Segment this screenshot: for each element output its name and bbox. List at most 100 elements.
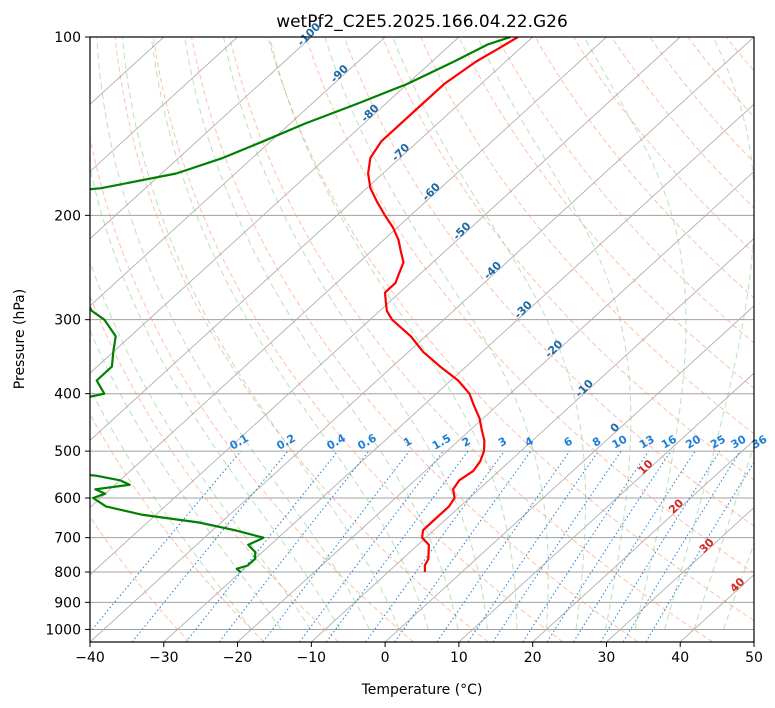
mixing-ratio-label: 1 bbox=[401, 435, 414, 450]
moist-adiabat-line bbox=[121, 37, 400, 630]
dry-adiabat-line bbox=[572, 37, 754, 254]
x-tick-label: 40 bbox=[671, 650, 689, 666]
mixing-ratio-line bbox=[185, 450, 339, 642]
mixing-ratio-label: 8 bbox=[590, 435, 603, 450]
mixing-ratio-line bbox=[467, 450, 599, 642]
dry-adiabat-line bbox=[382, 37, 754, 481]
moist-adiabat-line bbox=[392, 37, 587, 630]
x-tick-label: −40 bbox=[75, 650, 105, 666]
adiabat-label: 10 bbox=[636, 457, 656, 477]
moist-adiabat-line bbox=[477, 37, 632, 630]
isotherm-line bbox=[90, 37, 238, 173]
dewpoint-profile bbox=[90, 37, 511, 573]
x-tick-label: 10 bbox=[450, 650, 468, 666]
x-axis: −40 −30 −20 −10 0 10 20 30 40 50 bbox=[75, 642, 763, 666]
mixing-ratio-line bbox=[492, 450, 622, 642]
dry-adiabat-line bbox=[343, 37, 754, 527]
isotherm-line bbox=[90, 37, 386, 307]
x-tick-label: 50 bbox=[745, 650, 763, 666]
mixing-ratio-line bbox=[546, 450, 672, 642]
mixing-ratio-line bbox=[645, 461, 754, 642]
dry-adiabat-line bbox=[267, 37, 754, 622]
mixing-ratio-line bbox=[262, 450, 410, 642]
y-tick-label: 300 bbox=[54, 313, 81, 329]
dry-adiabat-line bbox=[152, 37, 564, 642]
isotherm-line bbox=[90, 37, 533, 441]
moist-adiabat-line bbox=[223, 37, 488, 630]
adiabat-label: 40 bbox=[727, 575, 747, 595]
dry-adiabat-line bbox=[90, 412, 265, 642]
moist-adiabat-line bbox=[90, 259, 311, 630]
dry-adiabat-line bbox=[305, 37, 754, 574]
y-axis-label: Pressure (hPa) bbox=[12, 289, 28, 389]
temperature-profile bbox=[367, 37, 519, 573]
dry-adiabat-line bbox=[229, 37, 713, 642]
mixing-ratio-label: 0.4 bbox=[324, 431, 348, 452]
adiabat-label: -50 bbox=[450, 219, 473, 242]
moist-adiabat-line bbox=[184, 37, 459, 630]
dry-adiabat-line bbox=[420, 37, 754, 435]
mixing-ratio-line bbox=[90, 450, 242, 633]
isotherm-line bbox=[606, 506, 754, 642]
x-tick-label: −20 bbox=[223, 650, 253, 666]
dry-adiabat-line bbox=[90, 135, 414, 642]
mixing-ratio-line bbox=[218, 450, 370, 642]
adiabat-label: -60 bbox=[420, 180, 443, 203]
adiabat-label: -40 bbox=[481, 259, 504, 282]
mixing-ratio-line bbox=[622, 450, 741, 642]
plot-area bbox=[90, 37, 775, 642]
mixing-ratio-label: 2 bbox=[460, 435, 473, 450]
x-tick-label: 0 bbox=[381, 650, 390, 666]
dry-adiabat-line bbox=[725, 37, 754, 72]
moist-adiabat-line bbox=[96, 37, 370, 630]
y-tick-label: 700 bbox=[54, 531, 81, 547]
x-tick-label: −10 bbox=[297, 650, 327, 666]
mixing-ratio-label: 20 bbox=[683, 432, 703, 451]
y-tick-label: 500 bbox=[54, 444, 81, 460]
mixing-ratio-label: 25 bbox=[708, 433, 728, 452]
dry-adiabat-line bbox=[114, 37, 489, 642]
dry-adiabat-line bbox=[90, 515, 190, 642]
adiabat-label: -10 bbox=[573, 377, 596, 400]
isotherm-line bbox=[753, 641, 754, 642]
y-tick-label: 600 bbox=[54, 491, 81, 507]
mixing-ratio-label: 30 bbox=[729, 432, 749, 451]
x-axis-label: Temperature (°C) bbox=[361, 682, 483, 698]
moist-adiabat-line bbox=[90, 387, 252, 630]
dry-adiabat-line bbox=[191, 37, 639, 642]
dry-adiabat-line bbox=[458, 37, 754, 389]
isotherm-line bbox=[237, 170, 754, 642]
dry-adiabat-line bbox=[764, 37, 775, 642]
chart-title: wetPf2_C2E5.2025.166.04.22.G26 bbox=[276, 12, 568, 32]
isotherm-line bbox=[458, 372, 754, 642]
mixing-ratio-label: 6 bbox=[562, 434, 575, 449]
adiabat-label: -80 bbox=[358, 101, 381, 124]
adiabat-label: -30 bbox=[512, 298, 535, 321]
mixing-ratio-label: 3 bbox=[496, 435, 509, 450]
y-tick-label: 200 bbox=[54, 208, 81, 224]
moist-adiabat-line bbox=[723, 542, 754, 630]
mixing-ratio-line bbox=[131, 450, 289, 642]
isotherm-line bbox=[384, 305, 754, 642]
plot-frame bbox=[89, 36, 755, 643]
y-tick-label: 800 bbox=[54, 565, 81, 581]
mixing-ratio-label: 13 bbox=[637, 433, 657, 452]
y-tick-label: 400 bbox=[54, 387, 81, 403]
dry-adiabat-line bbox=[649, 37, 754, 164]
mixing-ratio-line bbox=[325, 450, 469, 642]
isotherm-line bbox=[90, 37, 681, 576]
mixing-ratio-label: 0.2 bbox=[274, 432, 297, 453]
mixing-ratio-label: 1.5 bbox=[430, 432, 453, 453]
x-tick-label: −30 bbox=[149, 650, 179, 666]
moist-adiabat-line bbox=[693, 443, 754, 630]
mixing-ratio-label: 16 bbox=[659, 432, 679, 451]
mixing-ratio-line bbox=[600, 450, 721, 642]
y-tick-label: 100 bbox=[54, 30, 81, 46]
mixing-ratio-line bbox=[365, 450, 505, 642]
adiabat-label: -90 bbox=[328, 62, 351, 85]
y-axis: 100 200 300 400 500 600 700 800 900 1000 bbox=[45, 30, 90, 638]
x-tick-label: 30 bbox=[598, 650, 616, 666]
moist-adiabat-line bbox=[664, 37, 754, 630]
mixing-ratio-line bbox=[573, 450, 696, 642]
